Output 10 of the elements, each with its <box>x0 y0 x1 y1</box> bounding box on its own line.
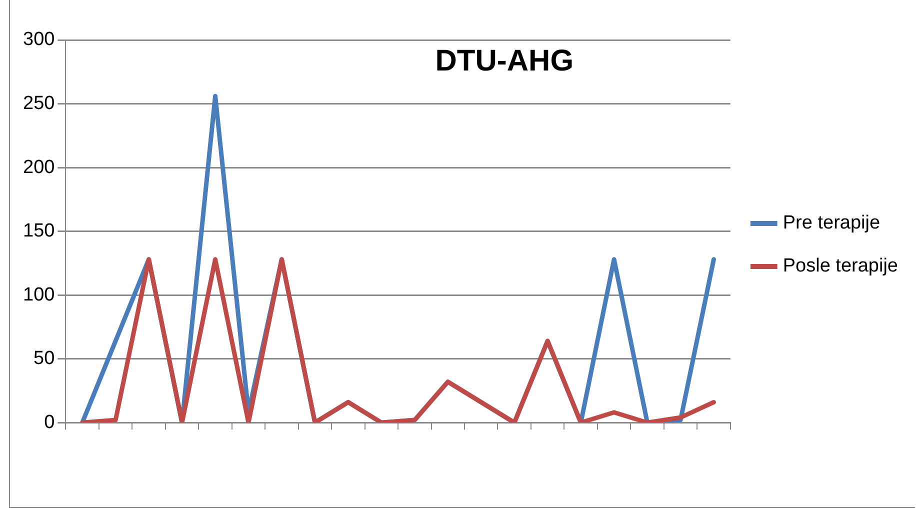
y-tick-label: 100 <box>23 284 55 306</box>
y-tick-label: 150 <box>23 220 55 242</box>
y-tick-label: 300 <box>23 29 55 50</box>
legend-label: Pre terapije <box>782 212 880 234</box>
y-tick-label: 200 <box>23 156 55 178</box>
legend-label: Posle terapije <box>782 256 898 277</box>
chart-title: DTU-AHG <box>435 44 574 78</box>
y-tick-label: 50 <box>34 348 55 370</box>
y-tick-label: 0 <box>44 412 55 433</box>
y-tick-label: 250 <box>23 93 55 114</box>
